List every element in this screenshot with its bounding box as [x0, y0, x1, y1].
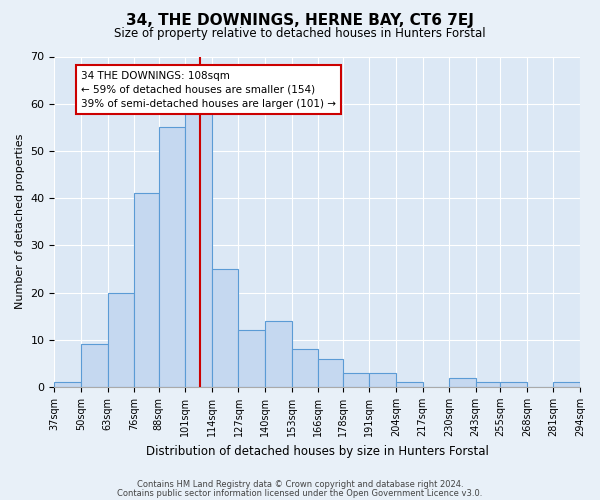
Bar: [476, 382, 500, 387]
Bar: [55, 382, 81, 387]
Bar: [212, 269, 238, 387]
Bar: [343, 373, 370, 387]
Text: Contains HM Land Registry data © Crown copyright and database right 2024.: Contains HM Land Registry data © Crown c…: [137, 480, 463, 489]
Bar: [318, 358, 343, 387]
Text: Contains public sector information licensed under the Open Government Licence v3: Contains public sector information licen…: [118, 488, 482, 498]
Bar: [107, 292, 134, 387]
Bar: [292, 349, 318, 387]
Text: 34, THE DOWNINGS, HERNE BAY, CT6 7EJ: 34, THE DOWNINGS, HERNE BAY, CT6 7EJ: [126, 12, 474, 28]
Bar: [81, 344, 107, 387]
Bar: [238, 330, 265, 387]
Bar: [500, 382, 527, 387]
Bar: [370, 373, 396, 387]
Bar: [134, 194, 159, 387]
Bar: [265, 321, 292, 387]
X-axis label: Distribution of detached houses by size in Hunters Forstal: Distribution of detached houses by size …: [146, 444, 488, 458]
Bar: [553, 382, 580, 387]
Bar: [185, 108, 212, 387]
Bar: [449, 378, 476, 387]
Bar: [159, 128, 185, 387]
Text: 34 THE DOWNINGS: 108sqm
← 59% of detached houses are smaller (154)
39% of semi-d: 34 THE DOWNINGS: 108sqm ← 59% of detache…: [81, 70, 336, 108]
Bar: [396, 382, 422, 387]
Y-axis label: Number of detached properties: Number of detached properties: [15, 134, 25, 310]
Text: Size of property relative to detached houses in Hunters Forstal: Size of property relative to detached ho…: [114, 28, 486, 40]
